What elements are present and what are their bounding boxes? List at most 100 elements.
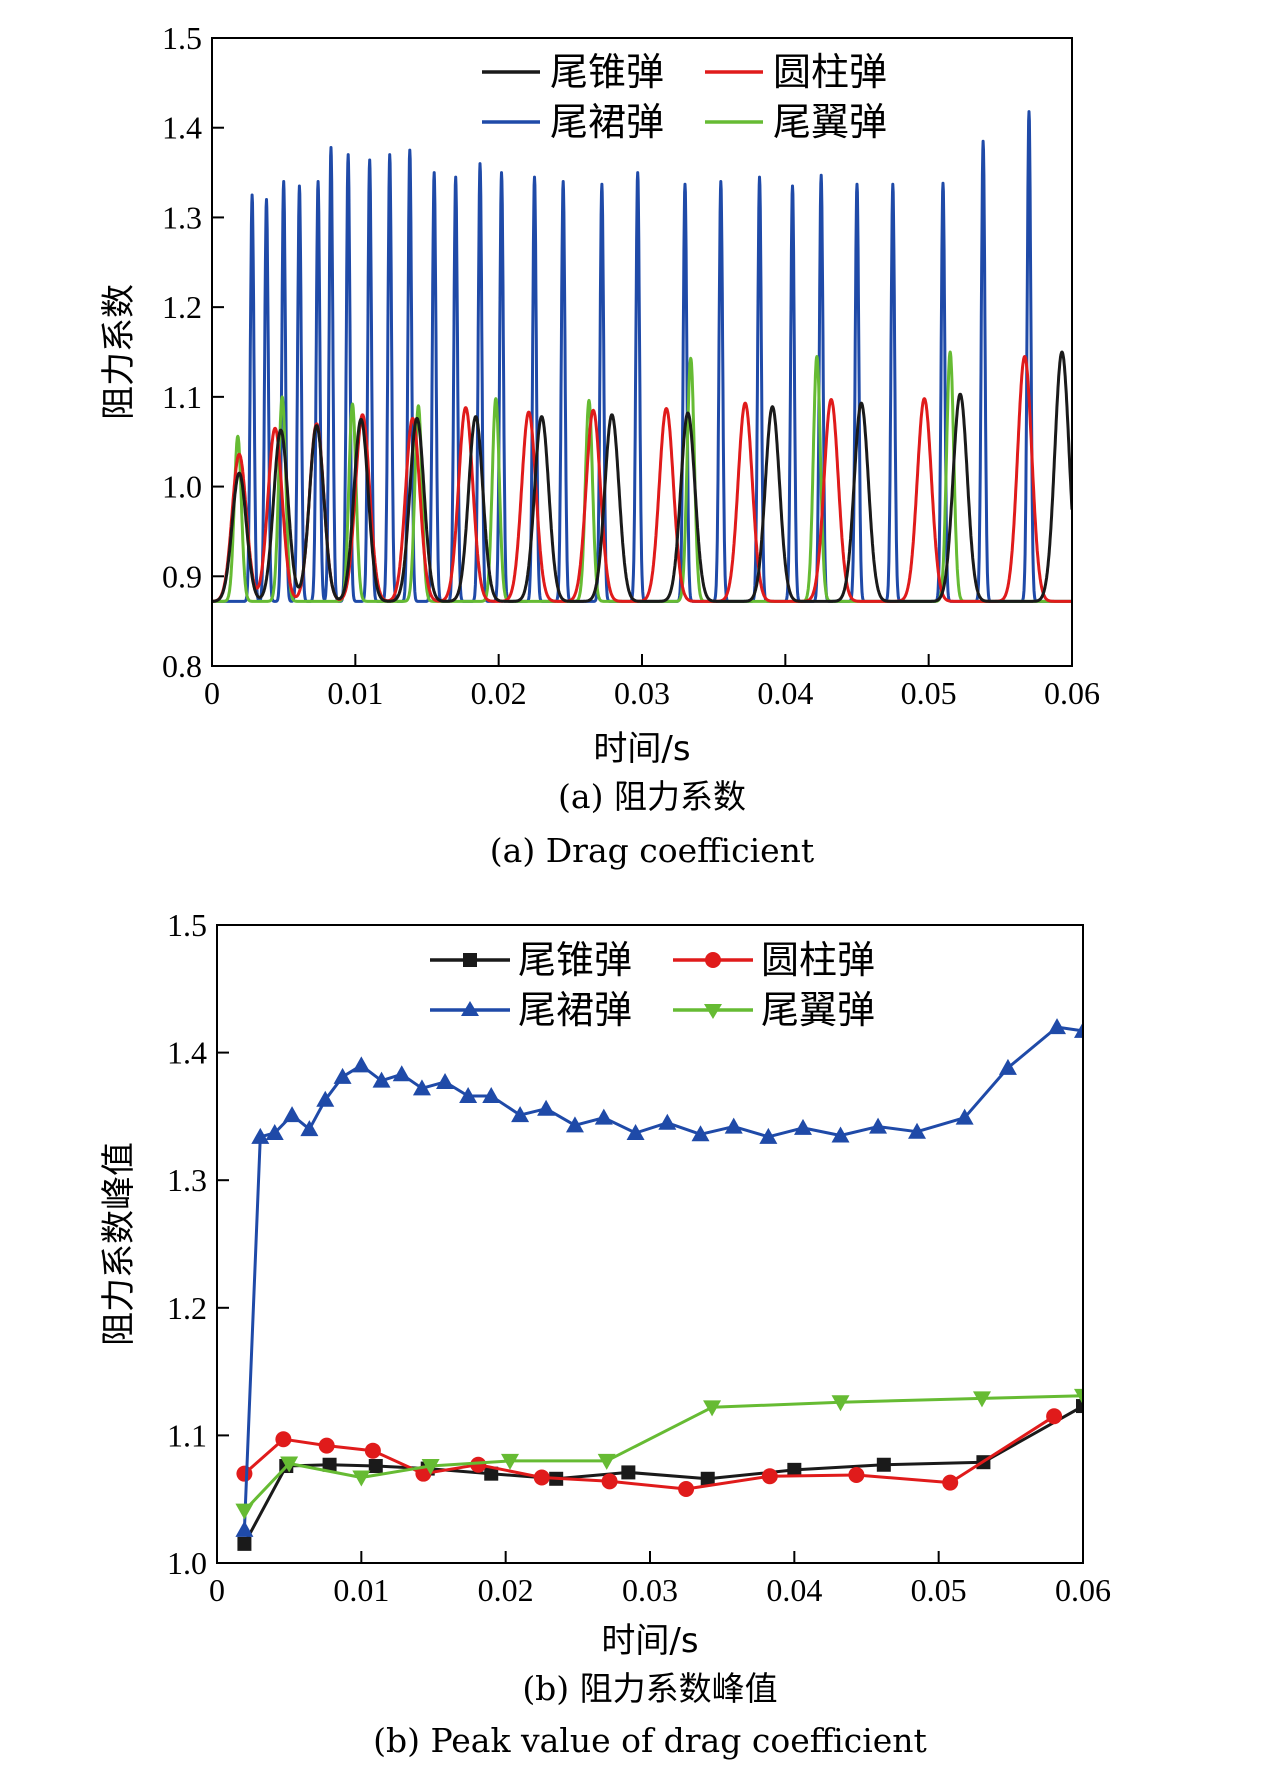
chart-a-x-axis-label: 时间/s xyxy=(593,729,690,769)
chart-a-y-tick-label: 0.9 xyxy=(162,558,202,594)
chart-b-series-wei-yi-point xyxy=(500,1453,519,1470)
legend-b-wei-qun-label: 尾裙弹 xyxy=(518,988,632,1032)
legend-b-wei-qun-marker xyxy=(461,1001,479,1016)
chart-a-y-tick-label: 1.2 xyxy=(162,289,202,325)
chart-b-caption-en: (b) Peak value of drag coefficient xyxy=(373,1721,927,1760)
chart-b-series-yuan-zhu-point xyxy=(364,1442,381,1459)
chart-a-caption-en: (a) Drag coefficient xyxy=(490,831,814,870)
chart-b-series-wei-yi-point xyxy=(831,1395,850,1412)
legend-b-wei-zhui-label: 尾锥弹 xyxy=(518,938,632,982)
chart-b-series-wei-qun-point xyxy=(412,1079,431,1096)
chart-b-series-yuan-zhu-point xyxy=(601,1473,618,1490)
chart-b-series-yuan-zhu-point xyxy=(318,1437,335,1454)
chart-b-series-wei-qun-point xyxy=(691,1125,710,1142)
chart-b-series-yuan-zhu-point xyxy=(942,1474,959,1491)
chart-a-x-tick-label: 0.05 xyxy=(901,675,957,711)
chart-b-x-tick-label: 0.06 xyxy=(1055,1572,1111,1608)
chart-a-y-tick-label: 1.4 xyxy=(162,110,202,146)
chart-b-series-wei-qun-point xyxy=(316,1090,335,1107)
chart-b-series-wei-qun-point xyxy=(482,1086,501,1103)
chart-b-series-wei-qun-point xyxy=(372,1071,391,1088)
chart-b-series-wei-yi-point xyxy=(1074,1388,1083,1405)
chart-a-caption-cn: (a) 阻力系数 xyxy=(558,777,746,816)
chart-b-series-wei-qun-point xyxy=(235,1520,254,1537)
chart-b-y-tick-label: 1.2 xyxy=(167,1290,207,1326)
chart-a-x-tick-label: 0.04 xyxy=(757,675,813,711)
chart-b-series-yuan-zhu-point xyxy=(275,1431,292,1448)
chart-b-series-wei-qun-point xyxy=(436,1072,455,1089)
chart-b-series-wei-zhui-point xyxy=(621,1465,636,1480)
chart-a-x-tick-label: 0.03 xyxy=(614,675,670,711)
chart-b-x-tick-label: 0.01 xyxy=(333,1572,389,1608)
chart-b-series-wei-qun-point xyxy=(283,1106,302,1123)
chart-b-series-wei-qun-point xyxy=(392,1065,411,1082)
chart-b-series-yuan-zhu-point xyxy=(533,1469,550,1486)
chart-b-series-wei-qun-point xyxy=(300,1120,319,1137)
chart-b-series-wei-zhui-point xyxy=(1076,1399,1083,1414)
chart-b-series-wei-qun-point xyxy=(955,1108,974,1125)
chart-b-series-wei-qun-point xyxy=(459,1086,478,1103)
chart-b-series-wei-zhui-point xyxy=(322,1457,337,1472)
legend-a-yuan-zhu-label: 圆柱弹 xyxy=(773,50,887,94)
chart-b-series-wei-qun-point xyxy=(759,1127,778,1144)
chart-b-series-wei-zhui-point xyxy=(876,1457,891,1472)
chart-b-caption-cn: (b) 阻力系数峰值 xyxy=(522,1669,777,1708)
chart-b-series-wei-zhui-point xyxy=(484,1466,499,1481)
chart-b-series-wei-zhui-point xyxy=(700,1471,715,1486)
chart-b-series-wei-qun-point xyxy=(1074,1021,1083,1038)
chart-a-y-tick-label: 1.0 xyxy=(162,469,202,505)
chart-b-x-tick-label: 0.03 xyxy=(622,1572,678,1608)
chart-b-plot-frame xyxy=(216,924,1084,1564)
chart-a-series-wei-qun-line xyxy=(212,110,1072,603)
chart-b-x-tick-label: 0.04 xyxy=(766,1572,822,1608)
chart-b-y-tick-label: 1.4 xyxy=(167,1035,207,1071)
chart-b-series-yuan-zhu-point xyxy=(470,1456,487,1473)
chart-b-series-wei-zhui-point xyxy=(787,1462,802,1477)
chart-b-series-wei-qun-point xyxy=(265,1123,284,1140)
chart-b-x-tick-label: 0.05 xyxy=(911,1572,967,1608)
chart-b-series-wei-qun-point xyxy=(831,1126,850,1143)
chart-b-series-wei-qun-point xyxy=(658,1113,677,1130)
chart-b-series-yuan-zhu-point xyxy=(415,1465,432,1482)
legend-a-wei-qun-label: 尾裙弹 xyxy=(550,100,664,144)
chart-b-y-tick-label: 1.3 xyxy=(167,1162,207,1198)
chart-a-x-tick-label: 0 xyxy=(204,675,220,711)
chart-b-series-wei-qun-point xyxy=(565,1116,584,1133)
legend-b-wei-zhui-marker xyxy=(463,953,477,967)
chart-b-series-wei-yi-point xyxy=(235,1503,254,1520)
chart-b-series-wei-yi-line xyxy=(243,1394,1083,1512)
chart-b-series-yuan-zhu-point xyxy=(678,1480,695,1497)
chart-b-series-wei-yi-point xyxy=(597,1453,616,1470)
chart-b-x-tick-label: 0 xyxy=(209,1572,225,1608)
chart-a-drag-coefficient: 0 0.01 0.02 0.03 0.04 0.05 0.06 0.8 0.9 1.0 1.1 1.2… xyxy=(99,20,1100,870)
legend-a-wei-zhui-label: 尾锥弹 xyxy=(550,50,664,94)
chart-a-x-tick-label: 0.06 xyxy=(1044,675,1100,711)
chart-b-series-wei-qun-point xyxy=(724,1117,743,1134)
chart-a-y-tick-label: 1.3 xyxy=(162,199,202,235)
legend-b-yuan-zhu-marker xyxy=(705,952,721,968)
chart-b-series-wei-yi-point xyxy=(703,1400,722,1417)
chart-b-series-wei-zhui-point xyxy=(368,1459,383,1474)
chart-b-series-yuan-zhu-point xyxy=(848,1466,865,1483)
chart-b-x-tick-label: 0.02 xyxy=(478,1572,534,1608)
chart-a-series-wei-zhui-line xyxy=(212,350,1072,603)
legend-b-wei-yi-label: 尾翼弹 xyxy=(761,988,875,1032)
chart-a-x-tick-label: 0.02 xyxy=(471,675,527,711)
chart-b-y-tick-label: 1.0 xyxy=(167,1545,207,1581)
chart-b-series-wei-qun-point xyxy=(333,1067,352,1084)
chart-a-y-tick-label: 1.1 xyxy=(162,379,202,415)
chart-b-series-yuan-zhu-point xyxy=(1046,1408,1063,1425)
chart-b-series-wei-qun-point xyxy=(537,1099,556,1116)
chart-a-legend: 尾锥弹 圆柱弹 尾裙弹 尾翼弹 xyxy=(482,50,887,144)
chart-b-series-wei-yi-point xyxy=(352,1470,371,1487)
chart-b-series-wei-qun-point xyxy=(594,1108,613,1125)
chart-a-y-tick-label: 1.5 xyxy=(162,20,202,56)
chart-a-y-tick-label: 0.8 xyxy=(162,648,202,684)
legend-a-wei-yi-label: 尾翼弹 xyxy=(773,100,887,144)
chart-b-series-wei-qun-point xyxy=(998,1058,1017,1075)
chart-b-series-yuan-zhu-point xyxy=(761,1468,778,1485)
chart-b-series-wei-qun-point xyxy=(1048,1018,1067,1035)
chart-b-y-axis-label: 阻力系数峰值 xyxy=(99,1142,139,1346)
chart-b-series-wei-qun-point xyxy=(908,1122,927,1139)
